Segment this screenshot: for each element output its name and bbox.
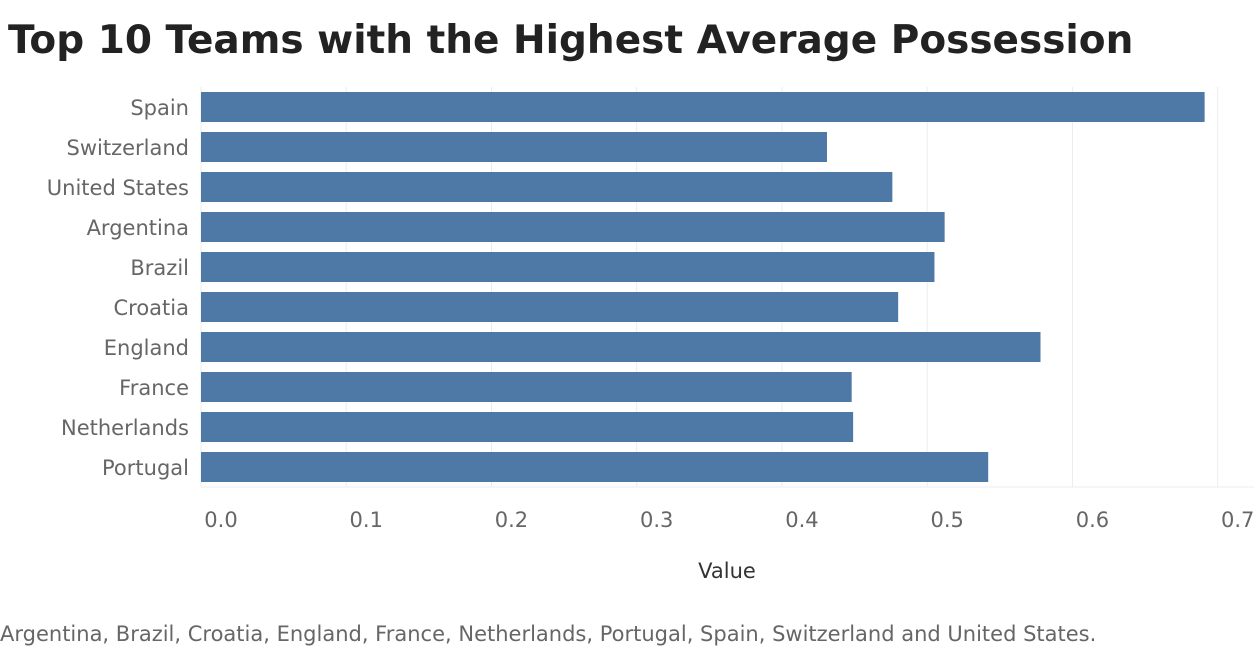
bar-argentina <box>201 212 945 242</box>
x-tick-label: 0.2 <box>495 508 528 532</box>
x-tick-label: 0.7 <box>1221 508 1254 532</box>
category-label: France <box>119 376 189 400</box>
bar-netherlands <box>201 412 854 442</box>
category-label: Switzerland <box>67 136 190 160</box>
x-axis-title: Value <box>698 559 756 583</box>
chart-title: Top 10 Teams with the Highest Average Po… <box>8 18 1134 63</box>
category-label: Spain <box>130 96 189 120</box>
category-labels: Spain Switzerland United States Argentina Br… <box>47 96 189 480</box>
bar-united-states <box>201 172 893 202</box>
x-tick-label: 0.4 <box>785 508 818 532</box>
bar-brazil <box>201 252 935 282</box>
x-tick-label: 0.0 <box>204 508 237 532</box>
x-tick-label: 0.6 <box>1076 508 1109 532</box>
bar-england <box>201 332 1041 362</box>
bar-portugal <box>201 452 989 482</box>
x-tick-label: 0.3 <box>640 508 673 532</box>
bar-croatia <box>201 292 899 322</box>
x-tick-label: 0.1 <box>350 508 383 532</box>
chart-caption: Argentina, Brazil, Croatia, England, Fra… <box>0 622 1097 646</box>
bar-chart: Spain Switzerland United States Argentina Br… <box>47 87 1254 583</box>
bar-switzerland <box>201 132 827 162</box>
category-label: Brazil <box>130 256 189 280</box>
bars <box>201 92 1205 482</box>
category-label: United States <box>47 176 189 200</box>
category-label: Croatia <box>114 296 190 320</box>
bar-spain <box>201 92 1205 122</box>
x-tick-label: 0.5 <box>931 508 964 532</box>
category-label: England <box>104 336 189 360</box>
category-label: Netherlands <box>61 416 189 440</box>
bar-france <box>201 372 852 402</box>
category-label: Argentina <box>87 216 189 240</box>
x-tick-labels: 0.0 0.1 0.2 0.3 0.4 0.5 0.6 0.7 <box>204 508 1254 532</box>
category-label: Portugal <box>102 456 189 480</box>
